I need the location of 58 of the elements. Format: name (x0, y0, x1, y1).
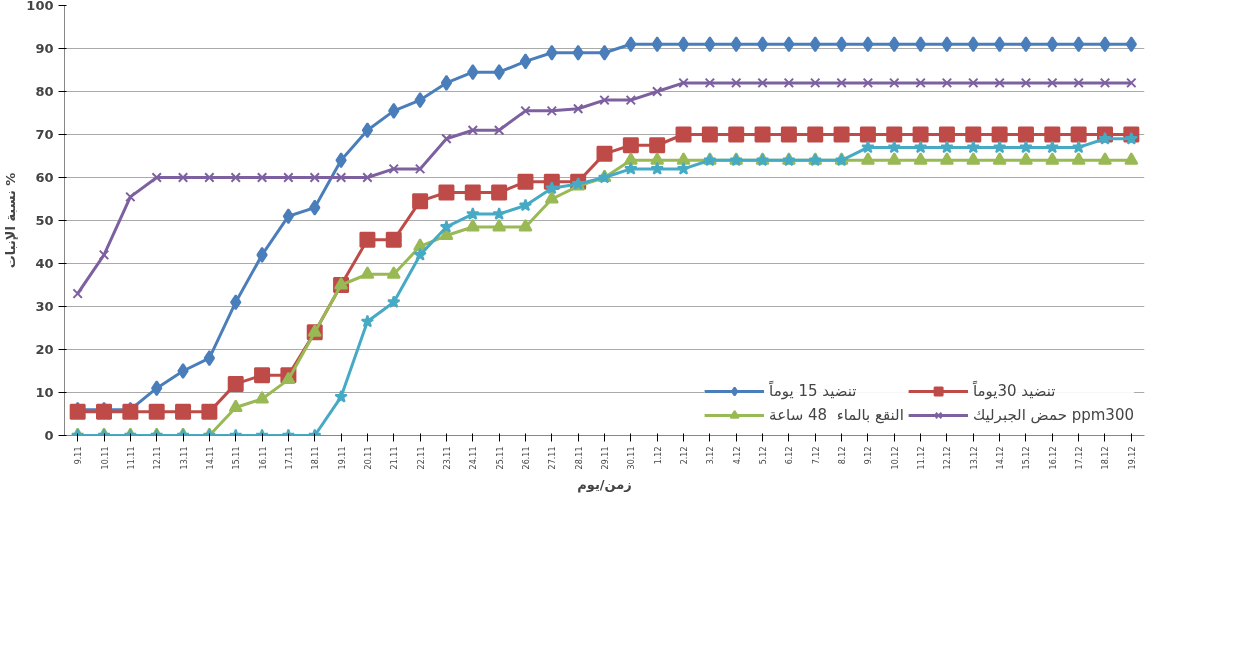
x-tick-label: 26.11 (521, 446, 531, 470)
x-tick-label: 9.11 (74, 446, 84, 465)
x-tick-label: 19.11 (337, 446, 347, 470)
x-tick-label: 2.12 (680, 446, 690, 465)
x-tick-label: 30.11 (627, 446, 637, 470)
x-tick-label: 21.11 (390, 446, 400, 470)
y-tick-label: 80 (35, 84, 54, 99)
x-tick-label: 18.12 (1101, 446, 1111, 470)
x-tick-label: 12.11 (153, 446, 163, 470)
x-tick-label: 6.12 (785, 446, 795, 465)
x-tick-label: 24.11 (469, 446, 479, 470)
x-tick-label: 4.12 (732, 446, 742, 465)
x-tick-label: 16.12 (1048, 446, 1058, 470)
y-tick-label: 20 (35, 342, 54, 357)
x-tick-label: 13.12 (969, 446, 979, 470)
x-tick-label: 17.11 (284, 446, 294, 470)
y-tick-label: 30 (35, 299, 54, 314)
x-tick-label: 12.12 (943, 446, 953, 470)
y-tick-label: 10 (35, 385, 54, 400)
x-tick-label: 13.11 (179, 446, 189, 470)
y-tick-label: 60 (35, 170, 54, 185)
x-tick-label: 8.12 (838, 446, 848, 465)
y-tick-label: 70 (35, 127, 54, 142)
y-tick-label: 100 (26, 0, 54, 13)
x-tick-label: 14.11 (205, 446, 215, 470)
x-tick-label: 18.11 (311, 446, 321, 470)
x-tick-label: 9.12 (864, 446, 874, 465)
x-tick-label: 16.11 (258, 446, 268, 470)
legend-label: تنضيد 30يوماً (972, 382, 1056, 400)
x-axis-title: زمن/يوم (577, 477, 632, 494)
x-tick-label: 28.11 (574, 446, 584, 470)
legend-label: النقع بالماء 48 ساعة (769, 406, 904, 424)
x-tick-label: 11.11 (126, 446, 136, 470)
y-axis-title: نسبة الإنبات % (3, 172, 19, 269)
x-tick-label: 23.11 (442, 446, 452, 470)
x-tick-label: 22.11 (416, 446, 426, 470)
x-tick-label: 14.12 (996, 446, 1006, 470)
y-tick-label: 40 (35, 256, 54, 271)
x-tick-label: 5.12 (759, 446, 769, 465)
x-tick-label: 15.12 (1022, 446, 1032, 470)
x-tick-label: 10.11 (100, 446, 110, 470)
x-tick-label: 29.11 (601, 446, 610, 470)
y-tick-label: 0 (44, 428, 54, 443)
x-tick-label: 19.12 (1127, 446, 1137, 470)
legend-label: تنضيد 15 يوماً (769, 382, 857, 400)
x-tick-label: 27.11 (548, 446, 558, 470)
x-tick-label: 15.11 (232, 446, 242, 470)
y-tick-label: 50 (35, 213, 54, 228)
x-tick-label: 1.12 (653, 446, 663, 465)
legend-label: حمض الجبرليك ppm300 (972, 406, 1134, 424)
x-tick-label: 25.11 (495, 446, 505, 470)
x-tick-label: 10.12 (890, 446, 900, 470)
y-tick-label: 90 (35, 41, 54, 56)
x-tick-label: 3.12 (706, 446, 716, 465)
x-tick-label: 17.12 (1075, 446, 1085, 470)
x-tick-label: 11.12 (917, 446, 927, 470)
x-tick-label: 20.11 (363, 446, 373, 470)
x-tick-label: 7.12 (811, 446, 821, 465)
